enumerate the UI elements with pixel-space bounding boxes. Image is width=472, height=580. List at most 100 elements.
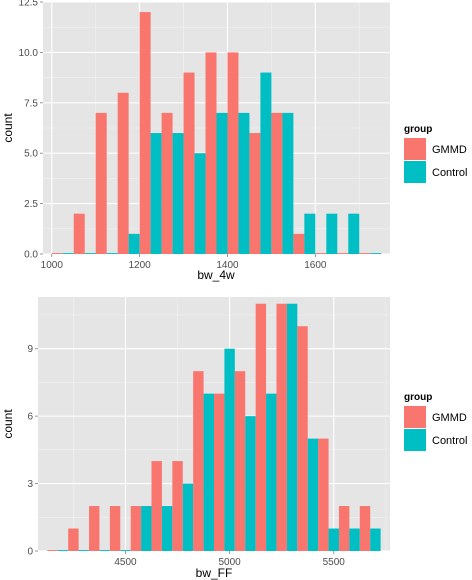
- bar-gmmd: [89, 506, 100, 551]
- bar-control: [84, 253, 96, 254]
- bar-control: [328, 528, 339, 551]
- x-tick-label: 5500: [323, 557, 346, 568]
- y-tick-label: 5.0: [24, 149, 38, 160]
- legend-title: group: [404, 124, 432, 135]
- bar-gmmd: [249, 133, 261, 254]
- bar-control: [370, 528, 381, 551]
- histogram-bw-4w: 1000 1200 1400 1600 0.0 2.5 5.0 7.5 10.0 12.5 bw…: [1, 0, 467, 282]
- bar-control: [370, 253, 382, 254]
- bars: [47, 303, 381, 551]
- bar-gmmd: [293, 233, 305, 254]
- legend-title: group: [404, 392, 432, 403]
- legend-key-control: [404, 161, 426, 183]
- bar-control: [349, 528, 360, 551]
- legend-key-gmmd: [404, 406, 426, 428]
- bar-control: [238, 112, 250, 254]
- bar-control: [245, 416, 256, 551]
- bar-control: [307, 438, 319, 551]
- legend: group GMMD Control: [404, 124, 467, 183]
- bar-control: [150, 133, 162, 254]
- bar-gmmd: [172, 461, 183, 551]
- bar-gmmd: [297, 326, 308, 551]
- legend-label-control: Control: [432, 167, 467, 179]
- bar-control: [326, 213, 338, 254]
- y-tick-label: 7.5: [24, 98, 38, 109]
- bar-gmmd: [214, 393, 225, 551]
- y-tick-label: 9: [27, 344, 33, 355]
- y-tick-label: 6: [27, 412, 33, 423]
- y-tick-label: 10.0: [19, 48, 39, 59]
- x-tick-label: 4500: [114, 557, 137, 568]
- bar-gmmd: [318, 438, 329, 551]
- bar-gmmd: [359, 253, 371, 254]
- x-tick-label: 5000: [218, 557, 241, 568]
- bar-gmmd: [315, 253, 327, 254]
- bar-gmmd: [183, 72, 195, 254]
- x-tick-label: 1000: [41, 260, 64, 271]
- legend-label-control: Control: [432, 435, 467, 447]
- bar-gmmd: [271, 112, 283, 254]
- bar-control: [260, 72, 272, 254]
- bar-gmmd: [51, 253, 63, 254]
- y-tick-label: 12.5: [19, 0, 39, 9]
- bar-gmmd: [68, 528, 79, 551]
- bar-gmmd: [109, 506, 121, 551]
- bar-gmmd: [117, 92, 129, 254]
- bar-gmmd: [139, 12, 151, 254]
- y-axis-title: count: [1, 113, 15, 143]
- bar-gmmd: [255, 303, 267, 551]
- x-axis-ticks: 1000 1200 1400 1600: [41, 254, 327, 271]
- bar-control: [106, 253, 118, 254]
- bar-control: [282, 112, 294, 254]
- bar-control: [62, 253, 74, 254]
- bar-gmmd: [161, 112, 173, 254]
- bar-gmmd: [73, 213, 85, 254]
- bar-gmmd: [205, 52, 217, 255]
- y-axis-ticks: 0 3 6 9: [27, 344, 38, 558]
- bar-control: [304, 213, 316, 254]
- bar-control: [120, 550, 131, 551]
- legend: group GMMD Control: [404, 392, 467, 451]
- y-axis-ticks: 0.0 2.5 5.0 7.5 10.0 12.5: [19, 0, 43, 261]
- bar-control: [224, 348, 235, 551]
- bar-control: [216, 112, 228, 254]
- x-axis-title: bw_4w: [197, 268, 235, 282]
- bar-gmmd: [193, 371, 204, 551]
- x-axis-ticks: 4500 5000 5500: [114, 551, 345, 568]
- bar-control: [194, 153, 206, 254]
- bar-control: [99, 550, 110, 551]
- x-tick-label: 1400: [216, 260, 239, 271]
- bar-gmmd: [276, 303, 287, 551]
- bar-control: [161, 506, 173, 551]
- bar-control: [348, 213, 360, 254]
- bar-control: [78, 550, 90, 551]
- bar-gmmd: [338, 506, 350, 551]
- bar-gmmd: [359, 506, 371, 551]
- bar-control: [266, 393, 277, 551]
- bar-control: [182, 483, 194, 551]
- bar-gmmd: [337, 253, 349, 254]
- y-tick-label: 0.0: [24, 250, 38, 261]
- x-tick-label: 1600: [304, 260, 327, 271]
- y-tick-label: 0: [27, 547, 33, 558]
- histogram-bw-ff: 4500 5000 5500 0 3 6 9 bw_FF count group GMMD…: [1, 297, 467, 580]
- bar-control: [128, 233, 140, 254]
- legend-label-gmmd: GMMD: [432, 144, 467, 156]
- legend-key-gmmd: [404, 138, 426, 160]
- x-tick-label: 1200: [129, 260, 152, 271]
- bar-gmmd: [95, 112, 107, 254]
- y-axis-title: count: [1, 409, 15, 439]
- legend-label-gmmd: GMMD: [432, 412, 467, 424]
- x-axis-title: bw_FF: [196, 566, 233, 580]
- bar-gmmd: [234, 371, 246, 551]
- bars: [51, 12, 382, 255]
- y-tick-label: 2.5: [24, 199, 38, 210]
- bar-control: [203, 393, 214, 551]
- bar-control: [57, 550, 69, 551]
- bar-gmmd: [227, 52, 239, 255]
- bar-gmmd: [151, 461, 162, 551]
- bar-gmmd: [130, 506, 142, 551]
- y-tick-label: 3: [27, 479, 33, 490]
- bar-control: [141, 506, 152, 551]
- bar-control: [172, 133, 184, 254]
